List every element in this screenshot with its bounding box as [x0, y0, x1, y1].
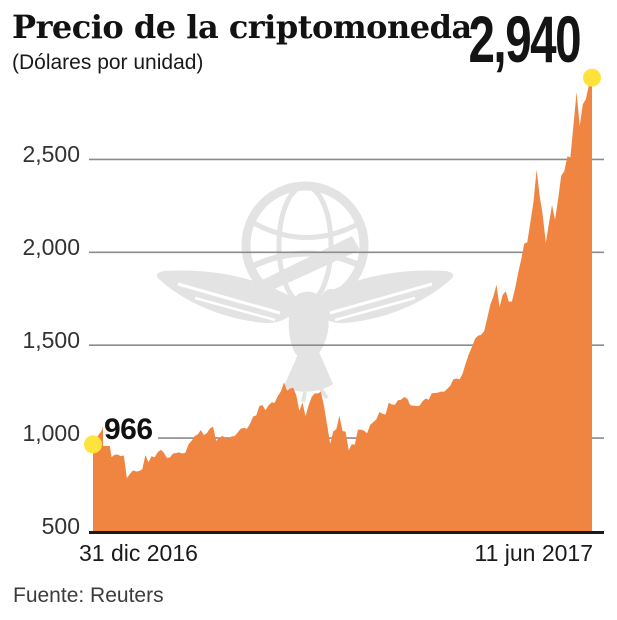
y-tick-label: 2,000	[22, 234, 80, 261]
start-price-annotation: 966	[103, 414, 158, 446]
x-axis-start-label: 31 dic 2016	[79, 540, 198, 566]
page-title: Precio de la criptomoneda	[12, 8, 472, 46]
y-tick-label: 500	[41, 513, 80, 539]
y-tick-label: 2,500	[22, 141, 80, 168]
latest-price-value: 2,940	[468, 2, 581, 76]
y-tick-label: 1,500	[22, 327, 80, 354]
end-dot	[583, 68, 601, 87]
x-axis-end-label: 11 jun 2017	[474, 540, 593, 566]
eagle-globe-watermark-icon	[156, 181, 454, 403]
chart-units-subtitle: (Dólares por unidad)	[12, 51, 204, 74]
price-area-series	[93, 77, 592, 531]
y-tick-label: 1,000	[22, 420, 80, 447]
source-credit: Fuente: Reuters	[13, 584, 164, 607]
start-dot	[84, 435, 102, 454]
